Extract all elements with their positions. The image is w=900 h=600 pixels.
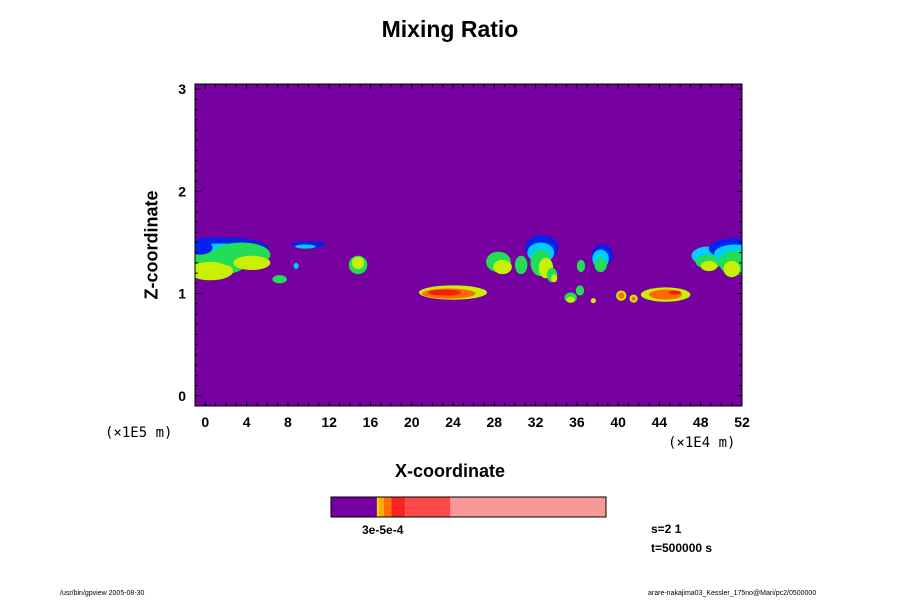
colorbar-segment [450,497,606,517]
cloud-blob [594,257,607,273]
x-tick-label: 36 [569,414,585,430]
cloud-blob [700,260,718,272]
x-tick-label: 32 [528,414,544,430]
x-tick-label: 4 [243,414,251,430]
x-tick-label: 52 [734,414,750,430]
cloud-blob [576,259,586,273]
cloud-blob [631,296,636,301]
plot-frame [194,83,743,407]
cloud-blob [428,289,462,296]
cloud-blob [195,261,234,281]
time-label: t=500000 s [651,541,713,555]
cloud-blob [551,274,558,283]
cloud-field [195,235,742,304]
y-tick-label: 1 [178,286,186,302]
x-tick-label: 0 [201,414,209,430]
colorbar-segment [378,497,384,517]
x-scale-note: (×1E4 m) [668,435,736,451]
cloud-blob [195,240,213,255]
x-tick-label: 12 [321,414,337,430]
cloud-blob [575,285,585,296]
x-tick-label: 28 [487,414,503,430]
colorbar-segment [376,497,379,517]
cloud-blob [514,255,528,275]
chart-title: Mixing Ratio [381,16,519,42]
x-axis-label: X-coordinate [394,461,505,481]
cloud-blob [566,296,575,303]
step-label: s=2 1 [651,522,682,536]
x-tick-label: 48 [693,414,709,430]
y-tick-label: 3 [178,81,186,97]
x-tick-label: 8 [284,414,292,430]
z-scale-note: (×1E5 m) [105,425,173,441]
colorbar-segment [405,497,451,517]
colorbar [330,496,607,518]
y-tick-label: 2 [178,183,186,199]
colorbar-segment [331,497,377,517]
x-tick-label: 44 [652,414,668,430]
x-tick-label: 20 [404,414,420,430]
x-tick-label: 40 [610,414,626,430]
x-axis: 0 4 8 12 16 20 24 28 32 36 40 44 48 52 [201,84,750,430]
cloud-blob [295,244,316,249]
cloud-blob [668,290,682,295]
cloud-blob [272,275,287,284]
cloud-blob [351,256,365,270]
x-tick-label: 16 [363,414,379,430]
footer-right: arare-nakajima03_Kessler_175no@Mari/pc2/… [648,590,817,597]
cloud-blob [233,255,271,271]
plot-background [195,84,742,406]
cloud-blob [618,292,625,299]
cloud-blob [723,260,740,278]
footer-left: /usr/bin/gpview 2005-08-30 [60,590,145,597]
cloud-blob [590,298,596,304]
x-tick-label: 24 [445,414,461,430]
colorbar-segment [383,497,392,517]
cloud-blob [293,262,299,270]
y-axis: 0 1 2 3 [178,81,742,404]
colorbar-label: 3e-5e-4 [362,523,404,537]
colorbar-segment [391,497,406,517]
colorbar-frame [330,496,607,518]
cloud-blob [493,259,512,275]
y-tick-label: 0 [178,388,186,404]
